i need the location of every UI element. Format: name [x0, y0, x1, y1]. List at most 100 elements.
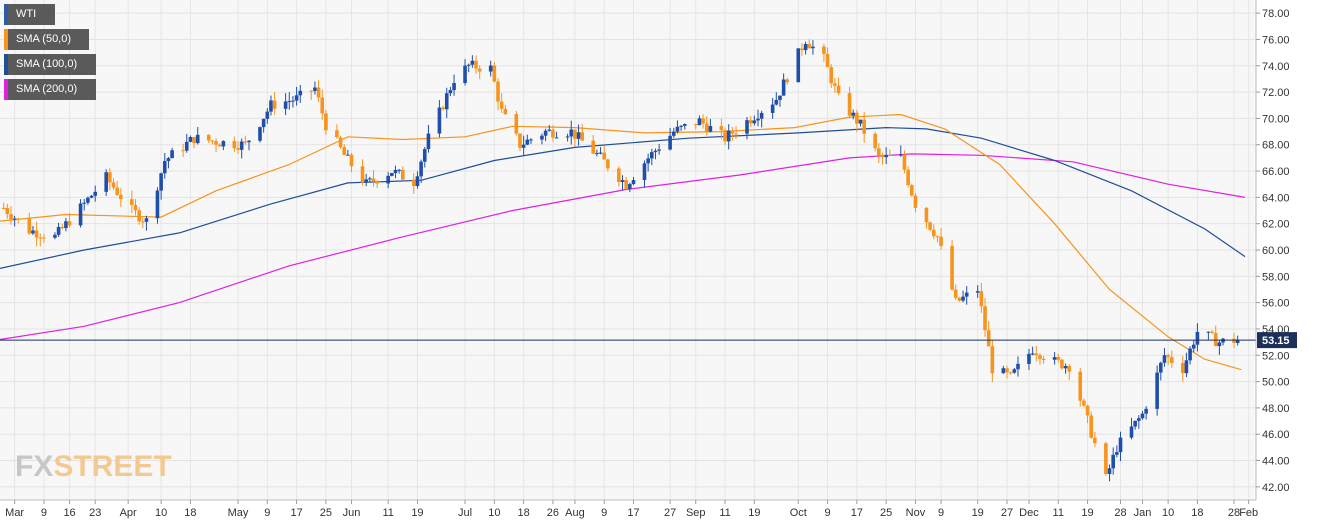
- candle-body: [1005, 368, 1009, 373]
- x-tick-label: 10: [488, 507, 500, 519]
- candle-body: [873, 133, 877, 149]
- candle-body: [393, 169, 398, 174]
- candle-body: [437, 107, 442, 134]
- candle-body: [752, 120, 757, 124]
- candle-body: [1118, 437, 1123, 453]
- candle-body: [119, 194, 123, 200]
- candle-body: [906, 169, 910, 186]
- x-tick-label: Mar: [5, 507, 24, 519]
- legend-item-wti[interactable]: WTI: [4, 4, 55, 25]
- candle-body: [554, 137, 559, 139]
- x-tick-label: Jan: [1134, 507, 1152, 519]
- candle-body: [53, 234, 57, 238]
- candle-body: [624, 180, 628, 190]
- candle-body: [397, 169, 401, 171]
- legend-item-sma50[interactable]: SMA (50,0): [4, 29, 89, 50]
- candle-body: [1137, 418, 1141, 421]
- candle-body: [796, 48, 801, 83]
- y-tick-label: 52.00: [1262, 350, 1290, 362]
- legend: WTI SMA (50,0) SMA (100,0) SMA (200,0): [4, 4, 96, 104]
- x-tick-label: 9: [264, 507, 270, 519]
- candle-body: [243, 141, 248, 143]
- candle-body: [38, 237, 43, 239]
- candle-body: [668, 135, 672, 150]
- legend-item-sma200[interactable]: SMA (200,0): [4, 79, 96, 100]
- candle-body: [474, 60, 478, 69]
- x-tick-label: 25: [880, 507, 892, 519]
- candle-body: [518, 133, 522, 148]
- candle-body: [1038, 355, 1042, 359]
- candle-body: [748, 120, 753, 124]
- candle-body: [1166, 355, 1170, 358]
- x-tick-label: Feb: [1239, 507, 1258, 519]
- candle-body: [309, 90, 314, 92]
- y-tick-label: 74.00: [1262, 61, 1290, 73]
- candle-body: [1008, 372, 1013, 374]
- candle-body: [1034, 353, 1039, 356]
- candle-body: [1195, 331, 1200, 345]
- candle-body: [620, 180, 625, 182]
- candle-body: [368, 178, 372, 180]
- candle-body: [1217, 342, 1222, 347]
- candle-body: [16, 218, 21, 220]
- sma100-line: [0, 126, 1246, 269]
- candle-body: [671, 131, 676, 136]
- candle-body: [950, 245, 954, 290]
- candle-body: [1115, 452, 1119, 455]
- candle-body: [693, 124, 698, 126]
- candle-body: [133, 204, 138, 211]
- candle-body: [346, 154, 350, 156]
- candles: [1, 39, 1240, 482]
- y-axis: 42.00 44.00 46.00 48.00 50.00 52.00 54.00 56.00…: [1255, 0, 1290, 500]
- x-tick-label: 11: [719, 507, 730, 519]
- legend-item-sma100[interactable]: SMA (100,0): [4, 54, 96, 75]
- candle-body: [477, 68, 482, 72]
- candle-body: [1140, 413, 1145, 419]
- candle-body: [551, 129, 555, 138]
- x-tick-label: 18: [518, 507, 530, 519]
- candle-body: [825, 53, 830, 68]
- y-tick-label: 78.00: [1262, 8, 1290, 20]
- x-tick-label: 27: [664, 507, 676, 519]
- candle-body: [759, 112, 764, 119]
- x-tick-label: 27: [1001, 507, 1013, 519]
- candle-body: [529, 139, 533, 141]
- candle-body: [360, 166, 365, 183]
- candle-body: [565, 136, 570, 138]
- legend-swatch-sma100: [4, 54, 8, 75]
- sma50-series: [0, 113, 1242, 371]
- candle-body: [287, 101, 292, 103]
- y-tick-label: 50.00: [1262, 377, 1290, 389]
- x-tick-label: 11: [382, 507, 393, 519]
- x-tick-label: 11: [1053, 507, 1064, 519]
- last-price-line: 53.15: [0, 332, 1297, 349]
- gridlines: [0, 0, 1256, 500]
- candle-body: [488, 65, 493, 72]
- x-tick-label: Jun: [343, 507, 361, 519]
- candle-body: [27, 218, 32, 234]
- candle-body: [576, 132, 581, 139]
- candle-body: [983, 306, 987, 331]
- candle-body: [653, 150, 658, 153]
- candle-body: [1133, 420, 1137, 427]
- candle-body: [979, 291, 984, 307]
- candle-body: [470, 60, 475, 65]
- candle-body: [730, 130, 735, 134]
- candle-body: [291, 100, 295, 102]
- candle-body: [1158, 362, 1163, 373]
- candle-body: [1129, 426, 1134, 438]
- candle-body: [785, 79, 790, 83]
- candle-body: [115, 187, 119, 195]
- sma50-line: [0, 113, 1242, 371]
- candle-body: [42, 237, 46, 239]
- x-tick-label: May: [228, 507, 249, 519]
- candle-body: [1210, 331, 1214, 333]
- candle-body: [514, 114, 519, 134]
- candle-body: [924, 207, 929, 223]
- y-tick-label: 56.00: [1262, 298, 1290, 310]
- candle-body: [1213, 332, 1218, 347]
- candle-body: [1082, 400, 1086, 406]
- x-tick-label: 10: [1162, 507, 1174, 519]
- candle-body: [448, 90, 453, 94]
